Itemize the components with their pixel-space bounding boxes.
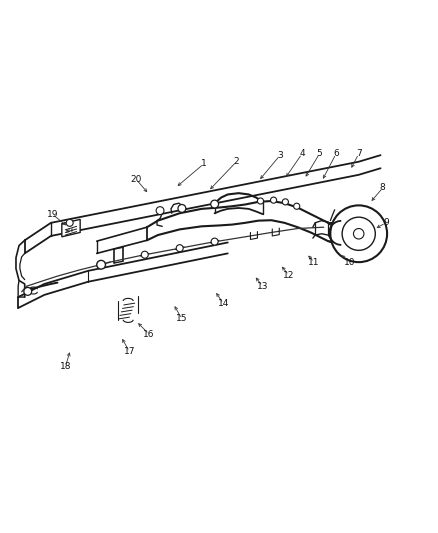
Circle shape <box>330 205 387 262</box>
Text: 12: 12 <box>283 271 294 280</box>
Text: 8: 8 <box>380 183 385 192</box>
Text: 14: 14 <box>218 299 229 308</box>
Polygon shape <box>62 220 80 237</box>
Circle shape <box>258 198 264 204</box>
Circle shape <box>24 287 32 295</box>
Text: 17: 17 <box>124 347 135 356</box>
Circle shape <box>66 220 73 227</box>
Circle shape <box>211 200 219 208</box>
Text: 20: 20 <box>131 175 142 184</box>
Circle shape <box>178 205 186 212</box>
Circle shape <box>293 203 300 209</box>
Text: 2: 2 <box>233 157 239 166</box>
Text: 19: 19 <box>46 209 58 219</box>
Text: 4: 4 <box>299 149 305 158</box>
Text: 13: 13 <box>257 281 268 290</box>
Text: 11: 11 <box>308 257 320 266</box>
Text: 7: 7 <box>356 149 362 158</box>
Circle shape <box>156 207 164 215</box>
Circle shape <box>283 199 288 205</box>
Circle shape <box>211 238 218 245</box>
Text: 1: 1 <box>201 159 207 168</box>
Text: 16: 16 <box>143 330 155 338</box>
Text: 18: 18 <box>60 362 71 372</box>
Text: 15: 15 <box>176 314 187 324</box>
Circle shape <box>353 229 364 239</box>
Text: 10: 10 <box>344 257 356 266</box>
Circle shape <box>97 261 106 269</box>
Text: 5: 5 <box>317 149 322 158</box>
Circle shape <box>271 197 277 203</box>
Text: 9: 9 <box>383 219 389 228</box>
Text: 6: 6 <box>333 149 339 158</box>
Circle shape <box>141 251 148 258</box>
Text: 3: 3 <box>277 151 283 160</box>
Circle shape <box>176 245 183 252</box>
Circle shape <box>342 217 375 251</box>
